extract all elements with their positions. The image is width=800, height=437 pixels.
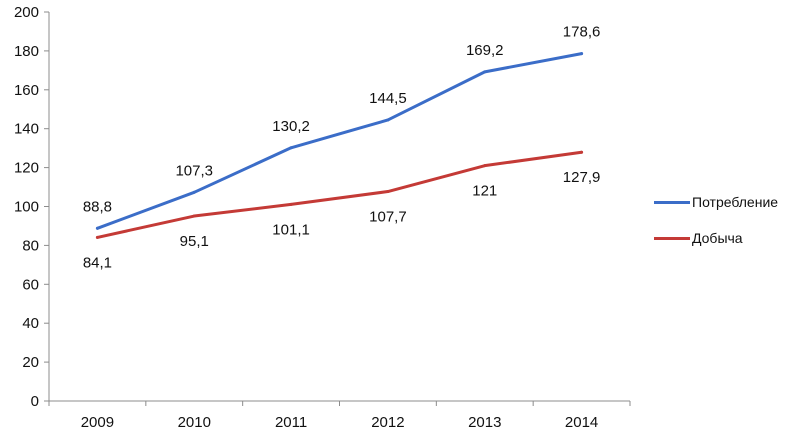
data-point-production <box>289 202 293 206</box>
legend-swatch-consumption <box>654 200 690 204</box>
y-axis-ticks: 0 20 40 60 80 100 120 140 160 180 200 <box>14 4 49 410</box>
data-label-production: 107,7 <box>369 209 407 226</box>
legend-item-consumption: Потребление <box>654 192 778 212</box>
series-lines <box>95 52 584 239</box>
data-label-production: 95,1 <box>180 233 209 250</box>
data-label-consumption: 169,2 <box>466 42 504 59</box>
data-label-production: 127,9 <box>563 169 601 186</box>
data-label-production: 101,1 <box>272 221 310 238</box>
data-label-consumption: 178,6 <box>563 24 601 41</box>
axes <box>48 12 630 402</box>
y-tick-label: 20 <box>22 354 39 371</box>
legend-swatch-production <box>654 236 690 240</box>
legend: Потребление Добыча <box>654 192 778 264</box>
series-line-production <box>95 150 584 239</box>
data-point-consumption <box>289 146 293 150</box>
data-label-production: 121 <box>472 183 497 200</box>
y-tick-label: 180 <box>14 43 39 60</box>
data-point-production <box>483 164 487 168</box>
data-point-production <box>386 190 390 194</box>
y-tick-label: 40 <box>22 315 39 332</box>
y-tick-label: 0 <box>31 393 39 410</box>
data-label-consumption: 130,2 <box>272 118 310 135</box>
y-tick-label: 200 <box>14 4 39 21</box>
data-point-production <box>580 150 584 154</box>
y-tick-label: 100 <box>14 199 39 216</box>
legend-label-production: Добыча <box>692 230 743 246</box>
data-label-consumption: 107,3 <box>175 162 213 179</box>
legend-item-production: Добыча <box>654 228 778 248</box>
x-tick-label: 2009 <box>81 414 114 431</box>
data-point-consumption <box>580 52 584 56</box>
data-label-production: 84,1 <box>83 254 112 271</box>
y-tick-label: 160 <box>14 82 39 99</box>
data-point-consumption <box>483 70 487 74</box>
x-tick-label: 2014 <box>565 414 598 431</box>
x-tick-label: 2012 <box>371 414 404 431</box>
data-labels: 88,8 107,3 130,2 144,5 169,2 178,6 84,1 95,1 101… <box>83 24 601 272</box>
data-point-production <box>95 235 99 239</box>
legend-label-consumption: Потребление <box>692 194 779 210</box>
data-point-consumption <box>95 226 99 230</box>
data-point-production <box>192 214 196 218</box>
y-tick-label: 120 <box>14 160 39 177</box>
y-tick-label: 140 <box>14 121 39 138</box>
data-point-consumption <box>192 190 196 194</box>
x-tick-label: 2010 <box>178 414 211 431</box>
data-label-consumption: 144,5 <box>369 90 407 107</box>
x-tick-label: 2013 <box>468 414 501 431</box>
series-line-consumption <box>95 52 584 230</box>
x-tick-label: 2011 <box>275 414 307 431</box>
y-tick-label: 60 <box>22 276 39 293</box>
data-point-consumption <box>386 118 390 122</box>
y-tick-label: 80 <box>22 237 39 254</box>
data-label-consumption: 88,8 <box>83 198 112 215</box>
x-axis-ticks: 2009 2010 2011 2012 2013 2014 <box>48 401 631 431</box>
